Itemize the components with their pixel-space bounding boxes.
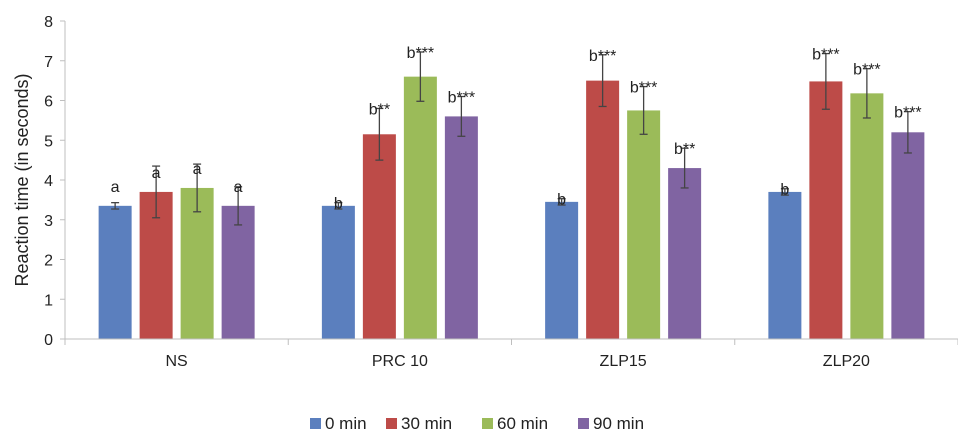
y-tick-label: 1 — [44, 292, 53, 309]
y-tick-label: 3 — [44, 213, 53, 230]
bar — [444, 116, 478, 340]
legend-swatch — [386, 418, 397, 429]
bar — [545, 201, 579, 339]
x-axis: NS PRC 10 ZLP15 ZLP20 — [64, 338, 958, 370]
legend-swatch — [310, 418, 321, 429]
y-tick-label: 8 — [44, 14, 53, 31]
bar — [891, 132, 925, 339]
bar — [403, 76, 437, 340]
data-label: b*** — [853, 62, 881, 79]
y-tick-label: 0 — [44, 332, 53, 349]
x-category-label: ZLP15 — [600, 353, 647, 370]
x-category-label: NS — [166, 353, 188, 370]
y-tick-label: 5 — [44, 133, 53, 150]
legend-swatch — [578, 418, 589, 429]
bar — [180, 187, 214, 339]
data-label: a — [111, 179, 120, 196]
y-tick-label: 2 — [44, 253, 53, 270]
data-label: b*** — [894, 105, 922, 122]
bar — [809, 81, 843, 340]
legend: 0 min 30 min 60 min 90 min — [310, 414, 644, 433]
data-label: b** — [369, 101, 390, 118]
y-tick-label: 4 — [44, 173, 53, 190]
y-tick-label: 6 — [44, 94, 53, 111]
bar — [362, 134, 396, 339]
data-label: a — [193, 161, 202, 178]
bars: a a a a b b** b*** b*** b b*** b*** b** b b*** b*** b**… — [98, 45, 925, 340]
legend-label: 60 min — [497, 414, 548, 433]
x-category-label: PRC 10 — [372, 353, 428, 370]
y-axis: 0 1 2 3 4 5 6 7 8 — [44, 14, 66, 349]
bar — [98, 205, 132, 339]
bar — [221, 205, 255, 339]
data-label: b — [780, 182, 789, 199]
x-category-label: ZLP20 — [823, 353, 870, 370]
data-label: b — [557, 192, 566, 209]
bar — [321, 205, 355, 339]
legend-label: 30 min — [401, 414, 452, 433]
data-label: b*** — [630, 80, 658, 97]
data-label: b — [334, 196, 343, 213]
y-tick-label: 7 — [44, 54, 53, 71]
data-label: b*** — [448, 90, 476, 107]
bar — [627, 110, 661, 339]
bar — [850, 93, 884, 339]
data-label: b*** — [407, 45, 435, 62]
legend-label: 90 min — [593, 414, 644, 433]
legend-swatch — [482, 418, 493, 429]
data-label: b*** — [812, 47, 840, 64]
data-label: a — [152, 165, 161, 182]
data-label: b** — [674, 141, 695, 158]
y-axis-title: Reaction time (in seconds) — [12, 73, 32, 286]
data-label: b*** — [589, 48, 617, 65]
data-label: a — [234, 179, 243, 196]
bar — [586, 80, 620, 339]
legend-label: 0 min — [325, 414, 367, 433]
bar — [768, 191, 802, 339]
bar — [668, 168, 702, 339]
